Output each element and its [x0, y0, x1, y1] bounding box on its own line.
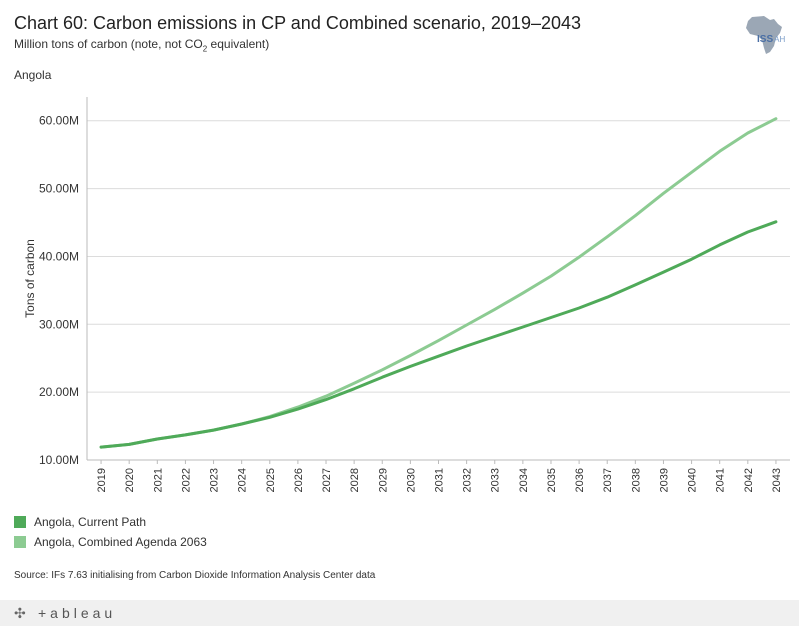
x-tick-label: 2039: [658, 468, 670, 492]
africa-map-logo-icon: [746, 16, 782, 54]
footer-bar: [0, 600, 799, 626]
x-tick-label: 2023: [209, 468, 221, 492]
x-tick-label: 2042: [743, 468, 755, 492]
x-tick-label: 2030: [405, 468, 417, 492]
source-note: Source: IFs 7.63 initialising from Carbo…: [14, 570, 376, 581]
series-line-current-path: [99, 220, 778, 449]
x-tick-label: 2040: [687, 468, 699, 492]
y-tick-label: 50.00M: [39, 182, 79, 196]
legend-item-combined[interactable]: Angola, Combined Agenda 2063: [14, 532, 207, 552]
series-line-combined: [99, 117, 778, 449]
x-tick-label: 2019: [96, 468, 108, 492]
x-tick-label: 2025: [265, 468, 277, 492]
x-tick-label: 2027: [321, 468, 333, 492]
x-tick-label: 2031: [434, 468, 446, 492]
x-tick-label: 2021: [152, 468, 164, 492]
y-tick-label: 40.00M: [39, 249, 79, 263]
country-label: Angola: [14, 68, 52, 82]
x-tick-label: 2043: [771, 468, 783, 492]
chart-subtitle: Million tons of carbon (note, not CO2 eq…: [14, 37, 270, 54]
x-tick-label: 2037: [602, 468, 614, 492]
tableau-brand-link[interactable]: +ableau: [38, 605, 117, 621]
iss-logo-text: ISSAH: [757, 34, 786, 45]
x-tick-label: 2035: [546, 468, 558, 492]
legend-item-current-path[interactable]: Angola, Current Path: [14, 512, 207, 532]
legend-label-combined: Angola, Combined Agenda 2063: [34, 535, 207, 549]
x-tick-label: 2022: [180, 468, 192, 492]
x-tick-label: 2038: [630, 468, 642, 492]
x-tick-label: 2028: [349, 468, 361, 492]
y-tick-label: 60.00M: [39, 114, 79, 128]
tableau-logo-icon[interactable]: ✣: [14, 605, 26, 621]
y-axis-title: Tons of carbon: [23, 239, 37, 318]
x-tick-label: 2041: [715, 468, 727, 492]
legend-swatch-current-path: [14, 516, 26, 528]
x-tick-label: 2026: [293, 468, 305, 492]
y-tick-label: 20.00M: [39, 385, 79, 399]
chart-title: Chart 60: Carbon emissions in CP and Com…: [14, 13, 582, 33]
x-tick-label: 2024: [237, 468, 249, 492]
x-tick-label: 2034: [518, 468, 530, 492]
legend-label-current-path: Angola, Current Path: [34, 515, 147, 529]
line-chart: 10.00M 20.00M 30.00M 40.00M 50.00M 60.00M 2019…: [23, 97, 790, 492]
y-tick-label: 30.00M: [39, 317, 79, 331]
y-tick-label: 10.00M: [39, 453, 79, 467]
x-tick-label: 2020: [124, 468, 136, 492]
x-tick-label: 2033: [490, 468, 502, 492]
x-tick-label: 2036: [574, 468, 586, 492]
x-tick-label: 2032: [462, 468, 474, 492]
legend-swatch-combined: [14, 536, 26, 548]
x-tick-label: 2029: [377, 468, 389, 492]
legend: Angola, Current Path Angola, Combined Ag…: [14, 512, 207, 552]
